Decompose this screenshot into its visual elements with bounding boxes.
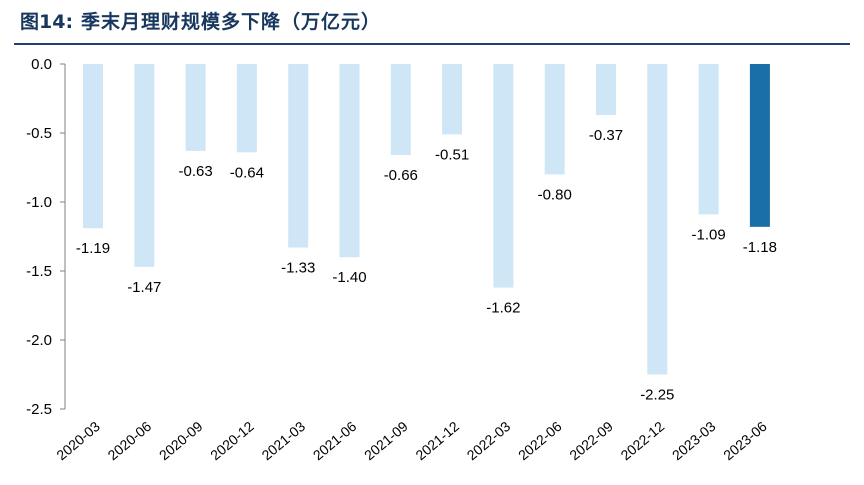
bar: [493, 64, 514, 288]
y-tick-label: -2.5: [26, 401, 52, 418]
bar: [442, 64, 463, 135]
figure-number: 图14:: [20, 10, 74, 33]
data-label: -0.63: [178, 163, 212, 180]
data-label: -0.51: [435, 146, 469, 163]
x-tick-label: 2022-03: [464, 418, 514, 463]
figure-title: 图14: 季末月理财规模多下降（万亿元）: [20, 2, 381, 38]
bar: [339, 64, 360, 258]
bar: [698, 64, 719, 215]
x-tick-label: 2020-06: [105, 418, 155, 463]
data-label: -1.33: [281, 260, 315, 277]
bar: [749, 64, 770, 227]
y-tick-label: 0.0: [31, 56, 52, 73]
bar: [185, 64, 206, 151]
x-tick-label: 2021-06: [310, 418, 360, 463]
data-label: -0.64: [230, 164, 264, 181]
x-tick-label: 2021-12: [412, 418, 462, 463]
bar: [134, 64, 155, 267]
y-tick-label: -2.0: [26, 332, 52, 349]
bar: [288, 64, 309, 248]
y-tick-label: -1.5: [26, 263, 52, 280]
title-divider: [14, 43, 850, 45]
x-tick-label: 2021-09: [361, 418, 411, 463]
x-tick-label: 2023-03: [669, 418, 719, 463]
data-label: -1.47: [127, 279, 161, 296]
bar: [390, 64, 411, 156]
bar: [236, 64, 257, 153]
x-tick-label: 2021-03: [258, 418, 308, 463]
x-tick-label: 2020-03: [53, 418, 103, 463]
x-tick-label: 2023-06: [720, 418, 770, 463]
bar: [647, 64, 668, 375]
y-tick-label: -1.0: [26, 194, 52, 211]
x-tick-label: 2020-12: [207, 418, 257, 463]
data-label: -1.18: [743, 239, 777, 256]
bar: [83, 64, 103, 229]
bar: [596, 64, 616, 116]
data-label: -2.25: [640, 387, 674, 404]
data-label: -0.37: [589, 127, 623, 144]
data-label: -0.66: [384, 167, 418, 184]
data-label: -1.09: [691, 226, 725, 243]
data-label: -1.40: [332, 269, 366, 286]
bar: [544, 64, 565, 175]
data-label: -0.80: [538, 186, 572, 203]
data-label: -1.19: [76, 240, 110, 257]
x-tick-label: 2020-09: [156, 418, 206, 463]
data-label: -1.62: [486, 300, 520, 317]
x-tick-label: 2022-06: [515, 418, 565, 463]
figure-title-text: 季末月理财规模多下降（万亿元）: [81, 10, 382, 33]
x-tick-label: 2022-09: [566, 418, 616, 463]
y-tick-label: -0.5: [26, 125, 52, 142]
x-tick-label: 2022-12: [618, 418, 668, 463]
